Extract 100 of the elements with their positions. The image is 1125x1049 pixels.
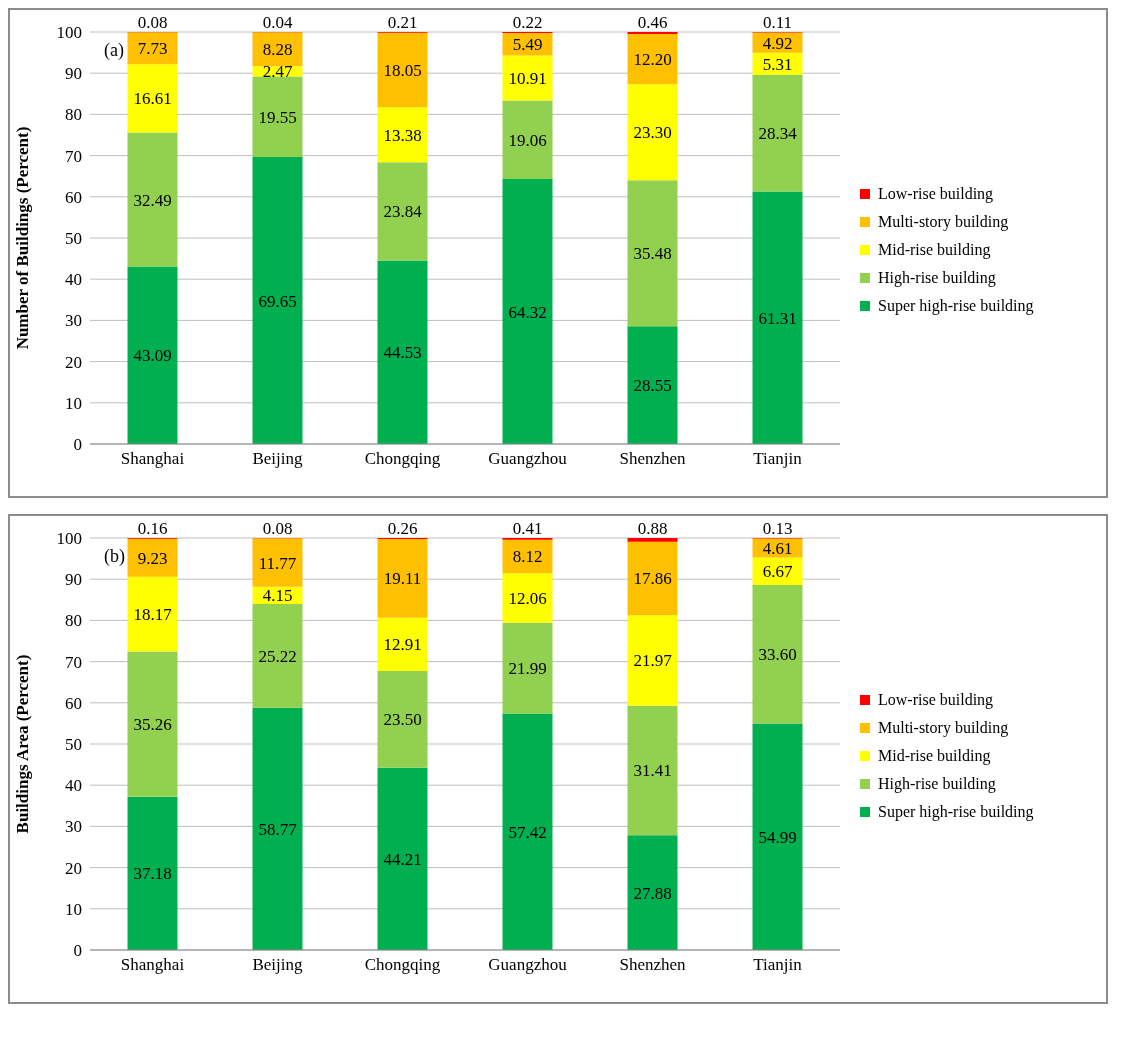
data-label: 16.61 — [133, 89, 172, 109]
y-tick-label: 70 — [65, 652, 82, 672]
x-tick-label: Chongqing — [364, 449, 441, 469]
x-tick-label: Tianjin — [753, 955, 803, 975]
data-label: 19.55 — [258, 107, 297, 127]
bar — [127, 32, 178, 65]
legend-label: Multi-story building — [878, 213, 1009, 231]
y-tick-label: 0 — [73, 941, 82, 961]
bar — [627, 615, 678, 706]
bar — [252, 603, 303, 708]
data-label: 0.41 — [512, 519, 543, 538]
bar — [127, 576, 178, 652]
bar — [627, 541, 678, 616]
legend-label: Multi-story building — [878, 719, 1009, 737]
data-label: 7.73 — [137, 39, 168, 59]
data-label: 23.84 — [383, 202, 423, 222]
bar — [127, 132, 178, 267]
bar — [752, 74, 803, 192]
data-label: 28.55 — [633, 376, 672, 396]
data-label: 57.42 — [508, 822, 547, 842]
bar — [127, 796, 178, 950]
y-tick-label: 40 — [65, 776, 82, 796]
data-label: 0.22 — [512, 13, 543, 32]
data-label: 4.92 — [762, 33, 793, 53]
bar — [752, 585, 803, 724]
y-tick-label: 40 — [65, 270, 82, 290]
bar — [127, 266, 178, 444]
bar — [752, 723, 803, 950]
data-label: 35.48 — [633, 244, 672, 264]
y-tick-label: 70 — [65, 146, 82, 166]
bar — [627, 33, 678, 85]
bar — [502, 55, 553, 101]
bar — [627, 705, 678, 836]
x-tick-label: Tianjin — [753, 449, 803, 469]
data-label: 9.23 — [137, 548, 168, 568]
data-label: 0.08 — [262, 519, 293, 539]
data-label: 33.60 — [758, 645, 797, 665]
data-label: 0.21 — [387, 13, 418, 32]
bar — [377, 617, 428, 672]
y-tick-label: 20 — [65, 352, 82, 372]
y-tick-label: 10 — [65, 899, 82, 919]
data-label: 11.77 — [258, 553, 297, 573]
bar — [252, 707, 303, 950]
bar — [377, 539, 428, 618]
bar — [502, 573, 553, 623]
bar — [627, 326, 678, 444]
annotation: (a) — [102, 40, 126, 61]
data-label: 37.18 — [133, 864, 172, 884]
y-tick-label: 60 — [65, 187, 82, 207]
data-label: 31.41 — [633, 761, 672, 781]
bar — [377, 162, 428, 261]
y-axis-title: Buildings Area (Percent) — [13, 654, 33, 834]
y-tick-label: 80 — [65, 105, 82, 125]
bar — [127, 538, 178, 577]
legend-label: Super high-rise building — [878, 803, 1034, 821]
x-tick-label: Guangzhou — [488, 449, 568, 469]
data-label: 4.61 — [762, 539, 793, 559]
bar — [252, 538, 303, 587]
data-label: 23.50 — [383, 710, 422, 730]
data-label: 0.46 — [637, 13, 668, 33]
bar — [252, 76, 303, 158]
y-tick-label: 0 — [73, 435, 82, 455]
y-tick-label: 50 — [65, 735, 82, 755]
legend-label: High-rise building — [878, 775, 996, 793]
y-tick-label: 30 — [65, 817, 82, 837]
y-tick-label: 100 — [56, 529, 82, 549]
data-label: 44.53 — [383, 343, 422, 363]
data-label: 64.32 — [508, 302, 547, 322]
data-label: 0.13 — [762, 519, 793, 538]
data-label: 0.88 — [637, 519, 668, 538]
data-label: 12.06 — [508, 588, 547, 608]
x-tick-label: Shenzhen — [619, 449, 687, 469]
data-label: 17.86 — [633, 569, 672, 589]
x-tick-label: Chongqing — [364, 955, 441, 975]
data-label: 21.97 — [633, 651, 673, 671]
data-label: 19.11 — [383, 569, 422, 589]
data-label: 5.31 — [762, 54, 793, 74]
y-axis-title: Number of Buildings (Percent) — [13, 126, 33, 350]
data-label: 4.15 — [262, 586, 293, 606]
data-label: 69.65 — [258, 291, 297, 311]
bar — [377, 260, 428, 444]
x-tick-label: Shenzhen — [619, 955, 687, 975]
bar — [627, 84, 678, 181]
bar — [252, 157, 303, 444]
y-tick-label: 10 — [65, 393, 82, 413]
data-label: 44.21 — [383, 849, 422, 869]
data-label: 27.88 — [633, 883, 672, 903]
data-label: 2.47 — [262, 62, 293, 82]
data-label: 12.91 — [383, 635, 422, 655]
y-tick-label: 100 — [56, 23, 82, 43]
bar — [502, 100, 553, 179]
legend-label: Mid-rise building — [878, 747, 991, 765]
data-label: 0.04 — [262, 13, 293, 33]
data-label: 12.20 — [633, 50, 672, 70]
legend-label: Super high-rise building — [878, 297, 1034, 315]
bar — [377, 671, 428, 768]
data-label: 18.05 — [383, 61, 422, 81]
y-tick-label: 80 — [65, 611, 82, 631]
bar — [752, 32, 803, 53]
x-tick-label: Shanghai — [120, 955, 185, 975]
